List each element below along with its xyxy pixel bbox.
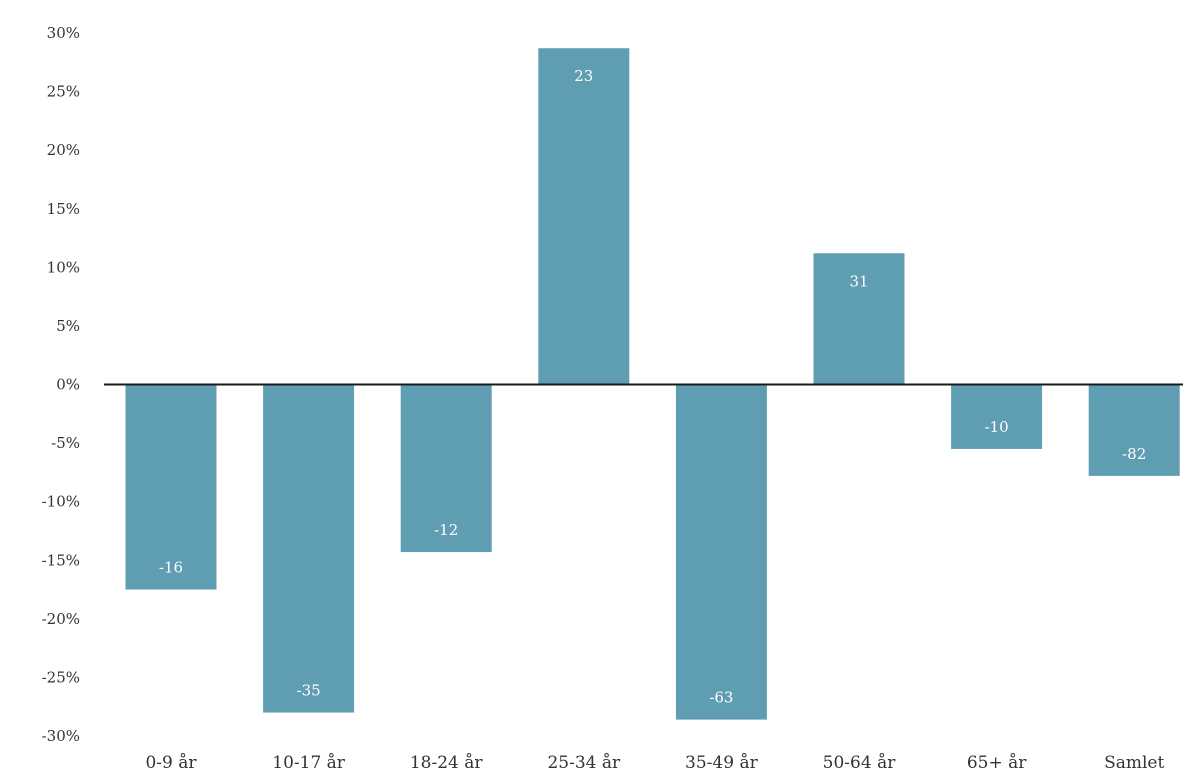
bar-data-label: 23 <box>574 67 593 85</box>
y-tick-label: 0% <box>56 376 80 394</box>
bar-data-label: -16 <box>159 559 183 577</box>
x-category-label: 18-24 år <box>410 753 484 773</box>
x-axis-category-labels: 0-9 år 10-17 år 18-24 år 25-34 år 35-49 år 50… <box>145 753 1164 773</box>
bar <box>1088 384 1180 476</box>
x-category-label: 50-64 år <box>823 753 897 773</box>
bar <box>951 384 1043 449</box>
x-category-label: Samlet <box>1104 753 1164 773</box>
bar-data-label: -35 <box>297 682 321 700</box>
y-tick-label: -30% <box>42 727 80 745</box>
y-tick-label: -20% <box>42 610 80 628</box>
y-tick-label: 10% <box>47 258 80 276</box>
bar-series <box>125 48 1180 720</box>
bar-data-label: 31 <box>849 272 868 290</box>
y-tick-label: -10% <box>42 493 80 511</box>
y-tick-label: -5% <box>51 434 80 452</box>
y-tick-label: 20% <box>47 141 80 159</box>
x-category-label: 10-17 år <box>272 753 346 773</box>
bar <box>813 253 905 385</box>
x-category-label: 25-34 år <box>547 753 621 773</box>
y-tick-label: 5% <box>56 317 80 335</box>
x-category-label: 65+ år <box>967 753 1027 773</box>
bar <box>263 384 355 713</box>
bar-data-label: -10 <box>985 418 1009 436</box>
data-labels: -16 -35 -12 23 -63 31 -10 -82 <box>159 67 1146 706</box>
y-tick-label: -25% <box>42 668 80 686</box>
bar-data-label: -12 <box>434 521 458 539</box>
bar <box>538 48 630 385</box>
y-tick-label: -15% <box>42 551 80 569</box>
y-tick-label: 15% <box>47 200 80 218</box>
y-tick-label: 25% <box>47 83 80 101</box>
x-category-label: 35-49 år <box>685 753 759 773</box>
bar-data-label: -82 <box>1122 445 1146 463</box>
y-axis-tick-labels: 30% 25% 20% 15% 10% 5% 0% -5% -10% -15% -20% -25% -3… <box>42 24 80 745</box>
y-tick-label: 30% <box>47 24 80 42</box>
bar <box>125 384 217 590</box>
bar-data-label: -63 <box>709 689 733 707</box>
x-category-label: 0-9 år <box>145 753 197 773</box>
bar <box>675 384 767 720</box>
bar <box>400 384 492 553</box>
